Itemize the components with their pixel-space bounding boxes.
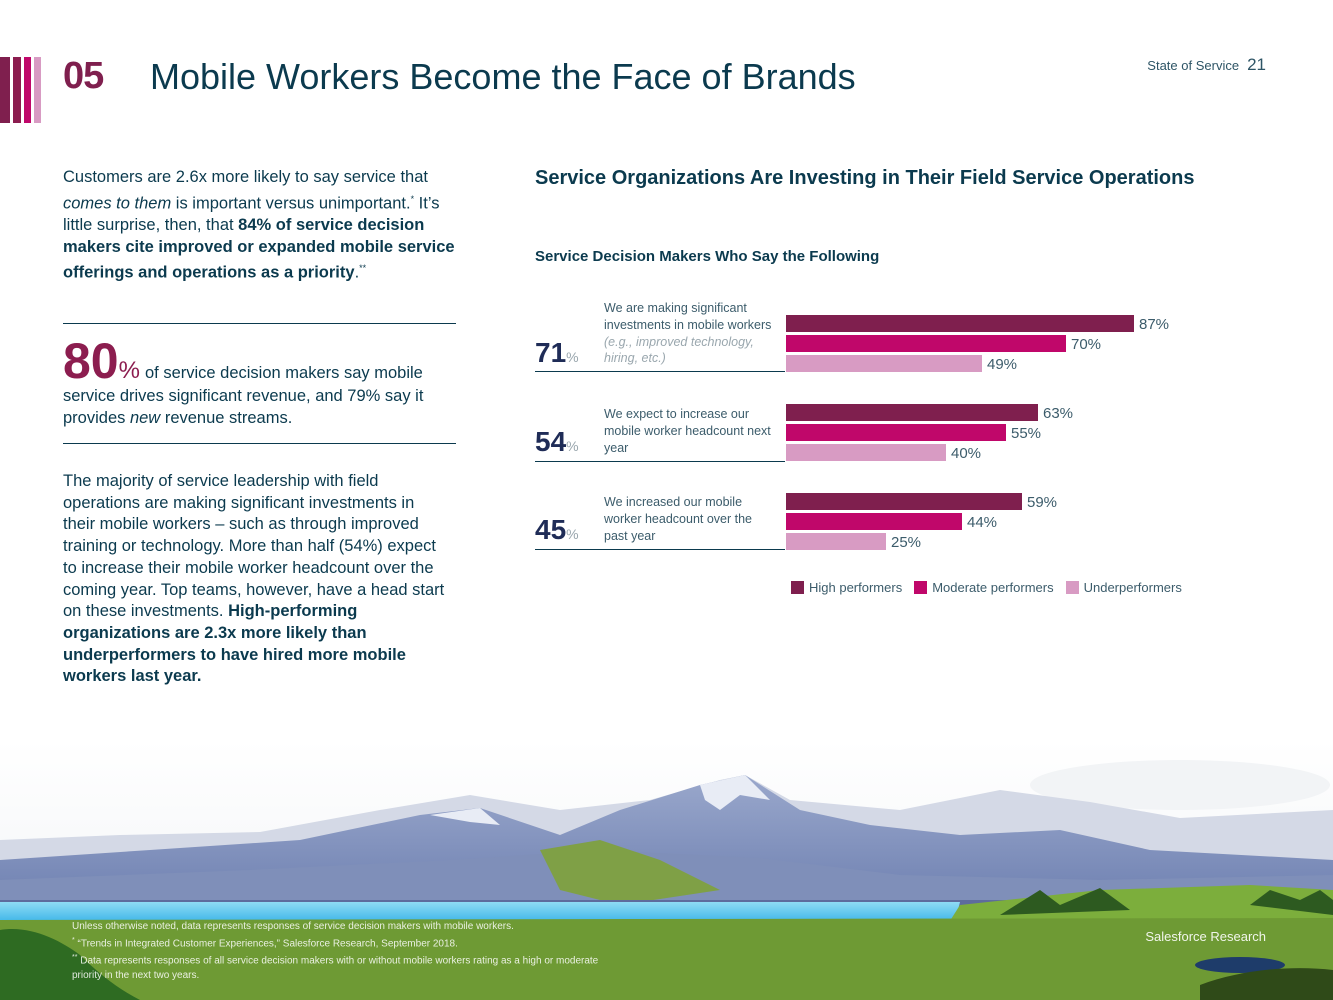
category-rule bbox=[535, 549, 785, 550]
running-head: State of Service 21 bbox=[1147, 55, 1266, 75]
intro-paragraph: Customers are 2.6x more likely to say se… bbox=[63, 168, 455, 282]
category-overall: 45% bbox=[535, 514, 579, 545]
footnotes: Unless otherwise noted, data represents … bbox=[72, 920, 612, 983]
bar-moderate bbox=[786, 424, 1006, 441]
legend-item-high: High performers bbox=[791, 580, 902, 595]
category-rule bbox=[535, 461, 785, 462]
category-overall: 71% bbox=[535, 337, 579, 368]
footnote: Unless otherwise noted, data represents … bbox=[72, 921, 514, 932]
bar-under bbox=[786, 444, 946, 461]
data-label: 49% bbox=[987, 356, 1017, 373]
legend-swatch bbox=[914, 581, 928, 594]
category-label: We increased our mobile worker headcount… bbox=[604, 495, 753, 543]
data-label: 70% bbox=[1071, 336, 1101, 353]
page-title: Mobile Workers Become the Face of Brands bbox=[150, 56, 856, 97]
legend-item-moderate: Moderate performers bbox=[914, 580, 1054, 595]
data-label: 59% bbox=[1027, 494, 1057, 511]
report-name: State of Service bbox=[1147, 58, 1240, 73]
category-rule bbox=[535, 371, 785, 372]
page-number: 21 bbox=[1247, 55, 1266, 74]
category-label: We are making significant investments in… bbox=[604, 301, 772, 366]
legend-swatch bbox=[791, 581, 804, 594]
bar-moderate bbox=[786, 335, 1066, 352]
bar-chart: 87% 63% 59% 70% 55% 44% 49% 40% 25% bbox=[786, 315, 1169, 551]
brand-label: Salesforce Research bbox=[1145, 929, 1266, 944]
footnote: * “Trends in Integrated Customer Experie… bbox=[72, 937, 458, 950]
chart-title: Service Organizations Are Investing in T… bbox=[535, 167, 1195, 189]
bar-high bbox=[786, 315, 1134, 332]
section-color-bars bbox=[0, 57, 42, 123]
divider bbox=[63, 323, 456, 324]
chart-subtitle: Service Decision Makers Who Say the Foll… bbox=[535, 248, 880, 265]
divider bbox=[63, 443, 456, 444]
bar-under bbox=[786, 355, 982, 372]
stat-callout: 80% of service decision makers say mobile… bbox=[63, 333, 424, 427]
data-label: 44% bbox=[967, 514, 997, 531]
bar-high bbox=[786, 404, 1038, 421]
footnote: ** Data represents responses of all serv… bbox=[72, 954, 599, 981]
bar-under bbox=[786, 533, 886, 550]
legend-swatch bbox=[1065, 581, 1079, 594]
category-overall: 54% bbox=[535, 426, 579, 457]
data-label: 25% bbox=[891, 534, 921, 551]
body-highlight: High-performing organizations are 2.3x m… bbox=[63, 602, 406, 686]
category-label: We expect to increase our mobile worker … bbox=[604, 407, 771, 455]
body-paragraph: The majority of service leadership with … bbox=[63, 472, 445, 686]
data-label: 40% bbox=[951, 445, 981, 462]
data-label: 87% bbox=[1139, 316, 1169, 333]
bar-moderate bbox=[786, 513, 962, 530]
data-label: 55% bbox=[1011, 425, 1041, 442]
intro-highlight: 84% of service decision makers cite impr… bbox=[63, 215, 455, 282]
stat-value: 80 bbox=[63, 333, 119, 389]
stat-unit: % bbox=[118, 357, 140, 384]
bar-high bbox=[786, 493, 1022, 510]
chart-legend: High performers Moderate performers Unde… bbox=[791, 580, 1182, 595]
section-number: 05 bbox=[63, 55, 104, 97]
data-label: 63% bbox=[1043, 405, 1073, 422]
landscape-illustration bbox=[0, 740, 1333, 1000]
legend-item-under: Underperformers bbox=[1065, 580, 1182, 595]
